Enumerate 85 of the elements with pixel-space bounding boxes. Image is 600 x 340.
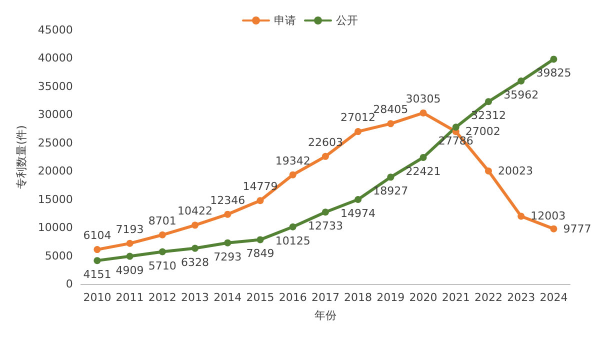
point <box>94 246 101 254</box>
y-tick-label: 35000 <box>38 80 73 93</box>
point <box>484 98 492 106</box>
data-label: 4151 <box>83 268 112 282</box>
x-tick-label: 2017 <box>311 291 340 304</box>
point <box>550 225 558 232</box>
data-label: 14779 <box>242 180 278 194</box>
data-label: 19342 <box>275 154 310 168</box>
x-tick-label: 2011 <box>116 291 144 304</box>
point <box>452 124 460 131</box>
data-label: 6104 <box>83 229 112 242</box>
point <box>354 128 362 136</box>
data-label: 12346 <box>210 194 246 207</box>
point <box>550 56 558 63</box>
data-label: 8701 <box>148 214 176 228</box>
data-label: 7293 <box>214 250 242 264</box>
data-label: 6328 <box>181 256 210 269</box>
point <box>420 154 427 161</box>
point <box>289 171 296 178</box>
x-tick-label: 2016 <box>278 291 307 304</box>
y-tick-label: 15000 <box>38 192 73 206</box>
x-tick-label: 2021 <box>442 291 470 304</box>
data-label: 28405 <box>373 103 408 116</box>
point <box>158 231 166 238</box>
point <box>126 252 134 260</box>
data-label: 7849 <box>246 247 274 260</box>
point <box>387 120 394 128</box>
y-tick-label: 25000 <box>38 136 73 150</box>
y-tick-label: 5000 <box>44 249 73 262</box>
point <box>387 174 394 181</box>
data-label: 7193 <box>116 222 144 236</box>
y-tick-label: 10000 <box>38 221 73 234</box>
y-axis-title: 专利数量(件) <box>15 125 28 189</box>
x-tick-label: 2024 <box>540 291 568 304</box>
point <box>518 212 525 220</box>
data-label: 22421 <box>406 164 441 178</box>
data-label: 9777 <box>563 222 592 236</box>
x-tick-label: 2010 <box>83 291 112 304</box>
point <box>192 244 199 252</box>
data-label: 20023 <box>498 164 533 178</box>
x-tick-label: 2023 <box>507 291 536 304</box>
point <box>518 78 525 85</box>
x-tick-label: 2015 <box>246 291 274 304</box>
data-label: 39825 <box>536 66 572 80</box>
y-tick-label: 30000 <box>38 108 73 122</box>
data-label: 10125 <box>275 234 310 248</box>
x-axis-title: 年份 <box>314 309 336 322</box>
data-label: 18927 <box>373 184 408 198</box>
legend-label: 申请 <box>274 14 296 27</box>
y-tick-label: 40000 <box>38 52 73 65</box>
data-label: 32312 <box>470 109 506 122</box>
point <box>484 167 492 174</box>
point <box>126 240 134 247</box>
x-tick-label: 2018 <box>344 291 372 304</box>
point <box>289 223 296 230</box>
data-label: 22603 <box>308 136 343 149</box>
data-label: 10422 <box>178 204 213 218</box>
x-tick-label: 2020 <box>409 291 438 304</box>
point <box>158 248 166 256</box>
y-tick-label: 45000 <box>38 24 73 36</box>
y-tick-label: 0 <box>66 278 73 290</box>
data-label: 5710 <box>148 259 176 272</box>
x-tick-label: 2022 <box>474 291 502 304</box>
point <box>256 236 264 244</box>
point <box>420 109 427 116</box>
point <box>94 257 101 264</box>
point <box>322 208 329 216</box>
data-label: 12733 <box>308 220 343 233</box>
data-label: 12003 <box>530 210 566 223</box>
point <box>354 196 362 203</box>
data-label: 4909 <box>116 264 144 277</box>
data-label: 30305 <box>406 92 441 106</box>
x-tick-label: 2019 <box>376 291 405 304</box>
point <box>224 239 232 246</box>
legend-label: 公开 <box>336 14 358 27</box>
x-tick-label: 2013 <box>181 291 210 304</box>
point <box>256 197 264 204</box>
x-tick-label: 2012 <box>148 291 176 304</box>
x-tick-label: 2014 <box>214 291 242 304</box>
data-label: 14974 <box>340 206 376 220</box>
point <box>224 210 232 218</box>
point <box>192 222 199 229</box>
data-label: 35962 <box>504 88 539 102</box>
y-tick-label: 20000 <box>38 164 73 178</box>
point <box>322 152 329 160</box>
